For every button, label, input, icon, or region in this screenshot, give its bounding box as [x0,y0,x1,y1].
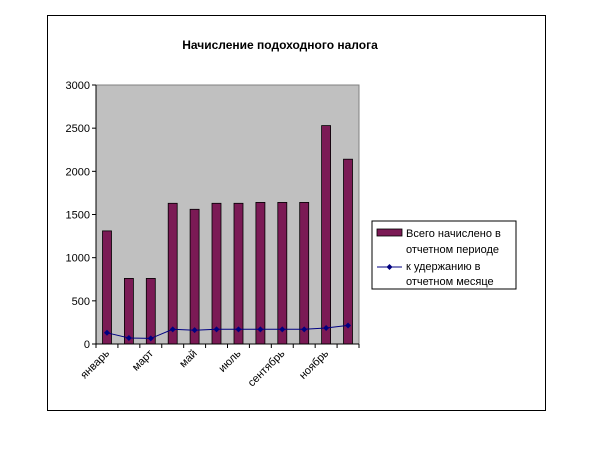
y-tick-label: 2000 [66,166,90,178]
line-point [213,326,220,333]
legend-label: Всего начислено в [406,228,501,240]
bar [343,158,353,345]
bar [167,202,178,345]
legend-label: отчетном периоде [406,244,499,256]
line-point [147,335,154,342]
legend-label: к удержанию в [406,261,481,273]
bar [233,202,244,345]
line-point [257,326,264,333]
line-point [191,327,198,334]
bar [255,201,266,345]
chart-svg: Начисление подоходного налога 0 500 1000 15… [66,38,517,389]
line-point [323,325,330,332]
legend-label: отчетном месяце [406,276,494,288]
x-tick-label: июль [216,347,243,374]
y-tick-label: 500 [72,296,90,308]
bar [189,208,200,345]
legend: Всего начислено в отчетном периоде к удерж… [371,220,517,290]
x-tick-label: январь [78,347,112,381]
plot-area [95,84,360,345]
bar [299,201,310,345]
bar [211,202,222,345]
legend-swatch-bar [376,228,403,237]
x-tick-label: ноябрь [297,347,331,381]
chart-title: Начисление подоходного налога [182,38,378,52]
y-tick-label: 2500 [66,123,90,135]
bar [145,277,156,345]
y-tick-label: 3000 [66,80,90,92]
line-point [345,322,352,329]
line-series [103,322,352,342]
bar [102,230,112,345]
bar [124,277,134,345]
line-point [125,334,132,341]
bar [321,125,332,345]
line-point [169,326,176,333]
x-tick-label: сентябрь [246,347,288,389]
series-line [106,324,349,339]
y-tick-label: 1000 [66,253,90,265]
y-tick-label: 1500 [66,210,90,222]
line-point [235,326,242,333]
bar [277,201,288,345]
bar-series [102,125,353,345]
line-point [279,326,286,333]
chart-area: Начисление подоходного налога 0 500 1000 15… [47,15,546,411]
line-point [301,326,308,333]
y-tick-label: 0 [84,339,90,351]
line-point [103,329,110,336]
x-tick-label: май [177,348,200,371]
legend-swatch-marker [386,264,393,270]
x-tick-label: март [130,348,156,374]
